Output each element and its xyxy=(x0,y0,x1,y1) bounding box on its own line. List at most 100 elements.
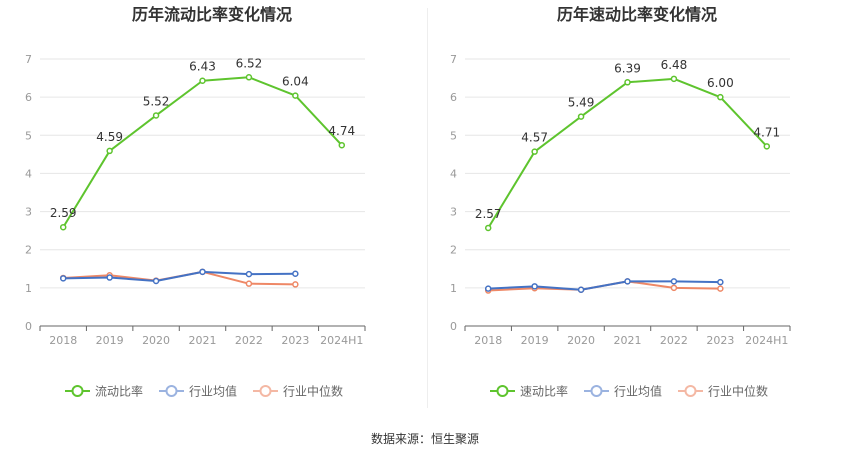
y-tick-label: 2 xyxy=(25,244,32,257)
legend-label: 行业中位数 xyxy=(283,384,343,399)
data-point-main xyxy=(338,141,346,149)
chart-title: 历年流动比率变化情况 xyxy=(132,5,292,24)
legend-item-main: 流动比率 xyxy=(65,384,143,399)
data-label: 6.39 xyxy=(614,61,641,75)
legend-item-avg: 行业均值 xyxy=(584,384,662,399)
x-tick-label: 2024H1 xyxy=(745,334,788,347)
data-point-avg xyxy=(670,278,678,285)
legend-marker xyxy=(165,385,178,397)
data-point-avg xyxy=(199,268,206,276)
data-point-main xyxy=(199,77,206,84)
legend-marker xyxy=(590,385,603,397)
data-point-main xyxy=(763,143,771,150)
data-label: 4.71 xyxy=(753,125,780,139)
data-point-avg xyxy=(531,283,538,290)
y-tick-label: 7 xyxy=(25,53,32,66)
data-point-avg xyxy=(106,274,113,281)
legend-label: 行业均值 xyxy=(189,384,237,399)
data-label: 6.43 xyxy=(189,60,216,74)
y-tick-label: 3 xyxy=(25,206,32,219)
series-line-avg xyxy=(488,280,721,291)
data-label: 6.00 xyxy=(707,76,734,90)
chart-title: 历年速动比率变化情况 xyxy=(557,5,717,24)
x-tick-label: 2020 xyxy=(142,334,170,347)
current-ratio-chart-panel: 历年流动比率变化情况 0 1 2 3 4 5 6 7 2018 2019 2020 2021 2022 20… xyxy=(0,0,425,420)
data-point-avg xyxy=(577,286,585,294)
y-tick-label: 4 xyxy=(450,167,457,180)
data-point-main xyxy=(245,74,253,81)
y-tick-label: 5 xyxy=(25,129,32,142)
quick-ratio-chart-panel: 历年速动比率变化情况 0 1 2 3 4 5 6 7 2018 2019 2020 2021 2022 20… xyxy=(425,0,850,420)
legend-marker xyxy=(684,385,697,397)
data-label: 2.57 xyxy=(475,207,502,221)
data-label: 4.57 xyxy=(521,131,548,145)
data-point-main xyxy=(624,79,631,86)
data-point-avg xyxy=(245,270,253,278)
data-point-main xyxy=(292,92,299,99)
x-tick-label: 2022 xyxy=(235,334,263,347)
x-tick-label: 2021 xyxy=(189,334,217,347)
data-label: 2.59 xyxy=(50,206,77,220)
data-label: 5.49 xyxy=(568,96,595,110)
legend-label: 速动比率 xyxy=(520,384,568,399)
data-label: 4.59 xyxy=(96,130,123,144)
data-point-main xyxy=(484,224,492,232)
data-point-main xyxy=(531,148,538,155)
y-tick-label: 2 xyxy=(450,244,457,257)
x-tick-label: 2023 xyxy=(281,334,309,347)
data-point-avg xyxy=(717,278,724,286)
data-point-median xyxy=(670,284,678,292)
data-point-main xyxy=(670,75,678,83)
legend-label: 流动比率 xyxy=(95,384,143,399)
y-tick-label: 0 xyxy=(450,320,457,333)
x-tick-label: 2018 xyxy=(474,334,502,347)
x-tick-label: 2020 xyxy=(567,334,595,347)
data-point-main xyxy=(577,113,585,120)
x-tick-label: 2019 xyxy=(96,334,124,347)
data-point-main xyxy=(152,112,160,119)
data-point-median xyxy=(245,280,253,287)
y-tick-label: 6 xyxy=(450,91,457,104)
panel-divider xyxy=(427,8,428,408)
data-label: 5.52 xyxy=(143,94,170,108)
y-tick-label: 7 xyxy=(450,53,457,66)
x-tick-label: 2022 xyxy=(660,334,688,347)
legend-item-main: 速动比率 xyxy=(490,384,568,399)
data-point-avg xyxy=(152,277,160,285)
legend-label: 行业均值 xyxy=(614,384,662,399)
data-label: 6.48 xyxy=(661,58,688,72)
x-tick-label: 2023 xyxy=(706,334,734,347)
data-point-avg xyxy=(624,278,631,285)
data-point-median xyxy=(717,285,724,292)
quick-ratio-chart: 历年速动比率变化情况 0 1 2 3 4 5 6 7 2018 2019 2020 2021 2022 20… xyxy=(450,5,791,399)
data-point-main xyxy=(106,147,113,155)
data-point-main xyxy=(59,223,67,231)
legend-label: 行业中位数 xyxy=(708,384,768,399)
x-tick-label: 2021 xyxy=(614,334,642,347)
y-tick-label: 4 xyxy=(25,167,32,180)
data-source-note: 数据来源：恒生聚源 xyxy=(370,432,479,446)
series-line-main xyxy=(62,76,343,228)
y-tick-label: 6 xyxy=(25,91,32,104)
current-ratio-chart: 历年流动比率变化情况 0 1 2 3 4 5 6 7 2018 2019 2020 2021 2022 20… xyxy=(25,5,366,399)
y-tick-label: 1 xyxy=(25,282,32,295)
y-tick-label: 5 xyxy=(450,129,457,142)
legend-marker xyxy=(496,385,509,397)
data-point-median xyxy=(292,281,299,288)
series-line-avg xyxy=(63,270,296,282)
legend-marker xyxy=(259,385,272,397)
data-label: 4.74 xyxy=(328,124,355,138)
x-tick-label: 2019 xyxy=(521,334,549,347)
legend-item-median: 行业中位数 xyxy=(253,384,343,399)
data-label: 6.52 xyxy=(236,56,263,70)
data-point-avg xyxy=(59,275,67,282)
legend-marker xyxy=(71,385,84,397)
x-tick-label: 2018 xyxy=(49,334,77,347)
x-tick-label: 2024H1 xyxy=(320,334,363,347)
y-tick-label: 3 xyxy=(450,206,457,219)
y-tick-label: 1 xyxy=(450,282,457,295)
data-point-avg xyxy=(292,270,299,277)
legend-item-median: 行业中位数 xyxy=(678,384,768,399)
data-point-avg xyxy=(484,285,492,292)
data-label: 6.04 xyxy=(282,75,309,89)
